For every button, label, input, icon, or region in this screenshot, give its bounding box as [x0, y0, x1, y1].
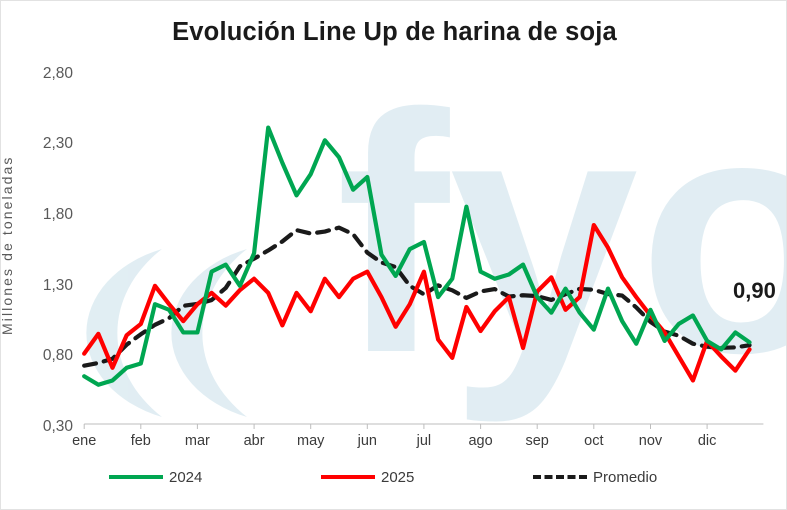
svg-text:fyo: fyo [336, 44, 787, 425]
svg-text:0,90: 0,90 [733, 278, 776, 303]
